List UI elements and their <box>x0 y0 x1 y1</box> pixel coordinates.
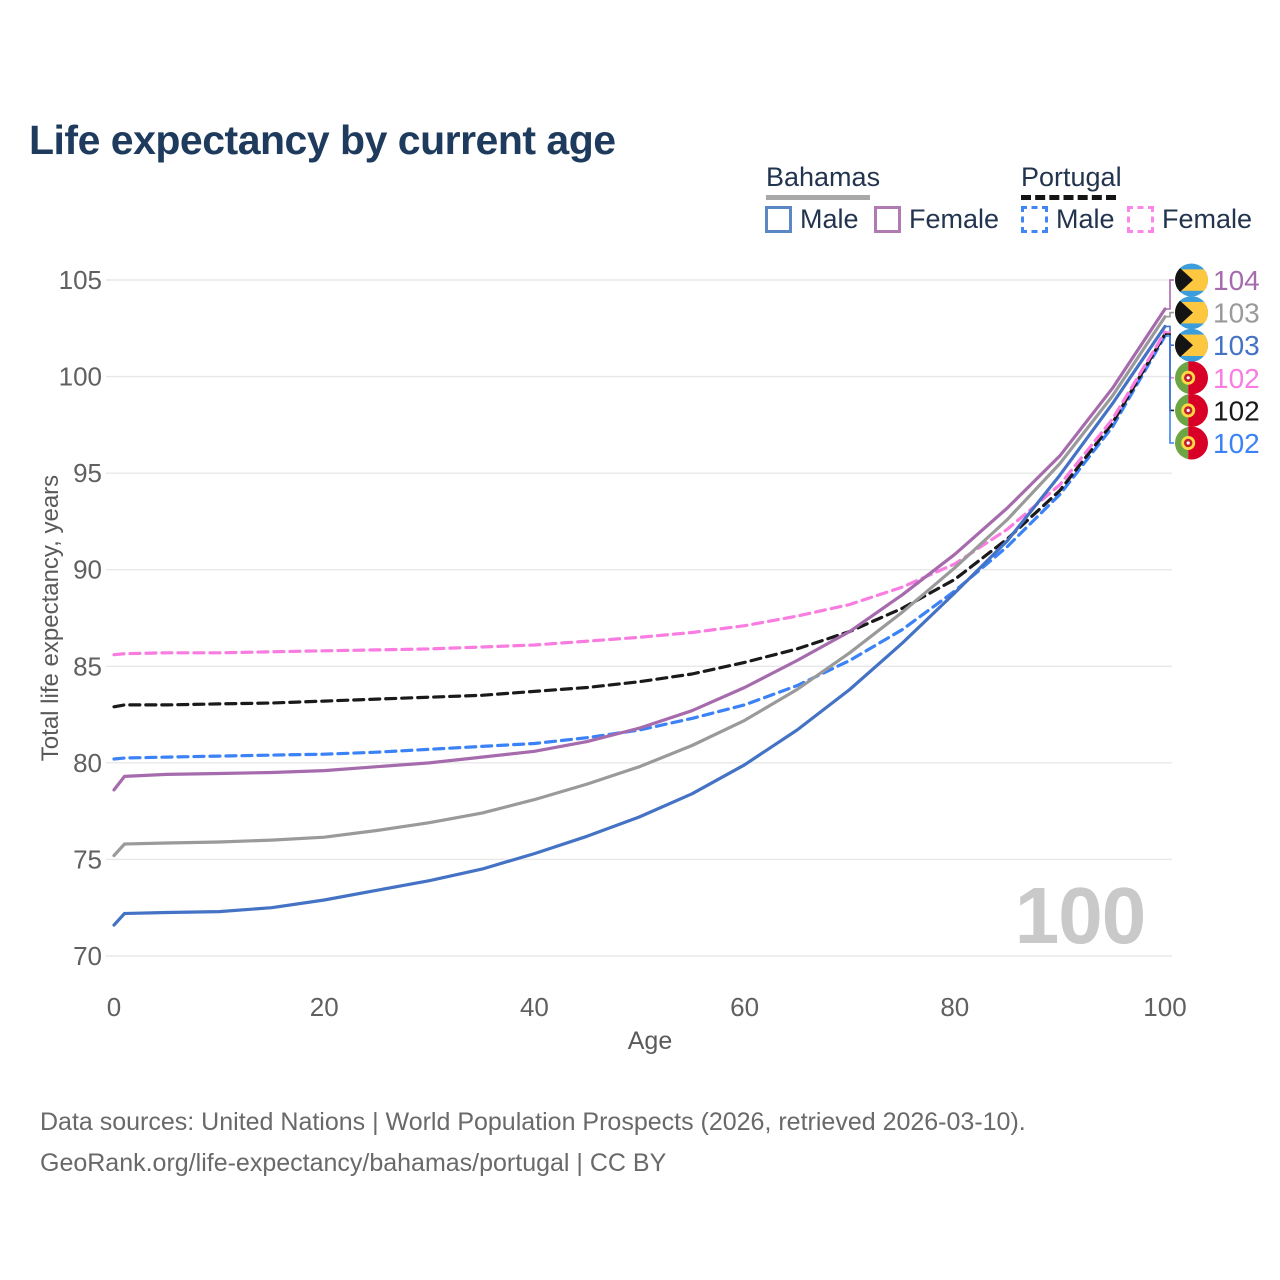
end-label-group-portugal-total: 102 <box>1165 333 1260 427</box>
end-label-portugal-female: 102 <box>1213 363 1260 394</box>
legend-item-bahamas-male[interactable]: Male <box>765 206 859 233</box>
portugal-female-checkbox-icon <box>1127 206 1154 233</box>
y-tick-label: 95 <box>73 458 102 488</box>
y-axis-title: Total life expectancy, years <box>37 474 64 762</box>
end-label-portugal-total: 102 <box>1213 395 1260 426</box>
y-tick-label: 100 <box>59 362 102 392</box>
x-tick-label: 20 <box>310 992 339 1022</box>
legend-label-portugal-male: Male <box>1056 204 1115 234</box>
series-line-portugal-female <box>112 330 1167 657</box>
legend-group-title-portugal: Portugal <box>1021 162 1122 192</box>
portugal-flag-icon <box>1175 426 1208 460</box>
end-label-bahamas-female: 104 <box>1213 265 1260 296</box>
bahamas-female-checkbox-icon <box>874 206 901 233</box>
end-label-group-portugal-male: 102 <box>1165 335 1260 460</box>
portugal-dashed-line-swatch <box>1021 195 1116 200</box>
footer-data-sources: Data sources: United Nations | World Pop… <box>40 1108 1026 1136</box>
bahamas-flag-icon <box>1175 328 1208 362</box>
legend-item-portugal-male[interactable]: Male <box>1021 206 1115 233</box>
end-label-portugal-male: 102 <box>1213 428 1260 459</box>
series-line-portugal-total <box>112 332 1167 709</box>
y-tick-label: 90 <box>73 555 102 585</box>
legend-item-bahamas-female[interactable]: Female <box>874 206 999 233</box>
y-tick-label: 70 <box>73 941 102 971</box>
bahamas-flag-icon <box>1175 263 1208 297</box>
end-label-group-bahamas-male: 103 <box>1165 325 1260 362</box>
x-tick-label: 80 <box>940 992 969 1022</box>
series-line-portugal-male <box>112 334 1167 761</box>
x-tick-label: 60 <box>730 992 759 1022</box>
legend-item-portugal-female[interactable]: Female <box>1127 206 1252 233</box>
y-tick-label: 85 <box>73 651 102 681</box>
x-tick-label: 100 <box>1143 992 1186 1022</box>
series-line-bahamas-female <box>112 307 1167 792</box>
end-label-group-bahamas-female: 104 <box>1165 263 1260 310</box>
legend-label-portugal-female: Female <box>1162 204 1253 234</box>
x-axis-title: Age <box>627 1027 673 1055</box>
page-title: Life expectancy by current age <box>29 117 616 164</box>
bahamas-male-checkbox-icon <box>765 206 792 233</box>
legend-group-title-bahamas: Bahamas <box>766 162 881 192</box>
age-watermark: 100 <box>1014 871 1146 960</box>
label-connector-bahamas-female <box>1165 279 1174 310</box>
footer-attribution-link[interactable]: GeoRank.org/life-expectancy/bahamas/port… <box>40 1149 667 1177</box>
end-label-bahamas-total: 103 <box>1213 298 1260 329</box>
portugal-male-checkbox-icon <box>1021 206 1048 233</box>
portugal-flag-icon <box>1175 361 1208 395</box>
y-tick-label: 105 <box>59 265 102 295</box>
bahamas-flag-icon <box>1175 296 1208 330</box>
bahamas-solid-line-swatch <box>766 195 870 200</box>
legend-label-bahamas-male: Male <box>800 204 859 234</box>
x-tick-label: 40 <box>520 992 549 1022</box>
series-line-bahamas-male <box>112 324 1167 927</box>
end-label-bahamas-male: 103 <box>1213 330 1260 361</box>
end-label-group-bahamas-total: 103 <box>1165 296 1260 330</box>
series-line-bahamas-total <box>112 315 1167 858</box>
y-tick-label: 75 <box>73 844 102 874</box>
x-tick-label: 0 <box>107 992 121 1022</box>
y-tick-label: 80 <box>73 748 102 778</box>
label-connector-bahamas-total <box>1165 311 1174 318</box>
label-connector-portugal-male <box>1165 335 1174 444</box>
legend-label-bahamas-female: Female <box>909 204 1000 234</box>
portugal-flag-icon <box>1175 393 1208 427</box>
